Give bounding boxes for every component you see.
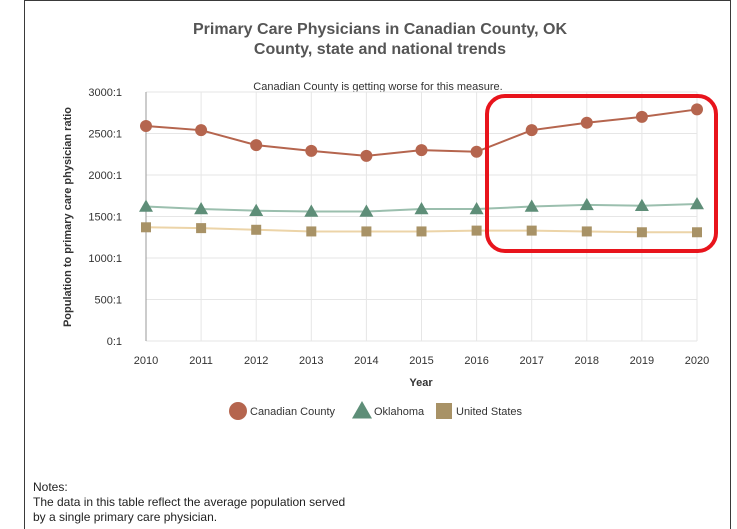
data-point bbox=[251, 224, 262, 235]
y-tick-labels: 0:1 500:1 1000:1 1500:1 2000:1 2500:1 3000:1 bbox=[88, 87, 122, 348]
y-tick-label: 0:1 bbox=[107, 336, 122, 348]
data-point bbox=[249, 203, 264, 216]
x-tick-label: 2017 bbox=[519, 355, 543, 367]
x-tick-label: 2010 bbox=[134, 355, 158, 367]
y-tick-label: 2500:1 bbox=[88, 129, 122, 141]
data-point bbox=[691, 103, 703, 116]
data-point bbox=[140, 120, 152, 133]
data-point bbox=[635, 110, 648, 123]
data-point bbox=[634, 198, 649, 211]
x-axis-label: Year bbox=[409, 377, 433, 389]
legend-marker bbox=[352, 401, 372, 419]
data-point bbox=[250, 139, 263, 152]
x-tick-label: 2013 bbox=[299, 355, 323, 367]
data-point bbox=[305, 144, 318, 157]
data-point bbox=[141, 222, 151, 233]
x-tick-label: 2018 bbox=[575, 355, 599, 367]
data-point bbox=[581, 226, 592, 237]
series-2 bbox=[141, 222, 702, 238]
data-point bbox=[525, 124, 538, 137]
data-point bbox=[524, 199, 539, 212]
y-tick-label: 2000:1 bbox=[88, 170, 122, 182]
legend-marker bbox=[436, 403, 452, 419]
data-point bbox=[195, 124, 208, 137]
x-tick-labels: 2010 2011 2012 2013 2014 2015 2016 2017 2018 2019… bbox=[134, 355, 709, 367]
data-point bbox=[306, 226, 317, 237]
legend-marker bbox=[229, 402, 247, 420]
data-point bbox=[470, 145, 483, 158]
chart-frame bbox=[24, 0, 731, 529]
x-tick-label: 2011 bbox=[189, 355, 213, 367]
x-tick-label: 2012 bbox=[244, 355, 268, 367]
y-tick-label: 3000:1 bbox=[88, 87, 122, 99]
notes-section: Notes: The data in this table reflect th… bbox=[33, 480, 493, 525]
series-0 bbox=[140, 103, 703, 162]
data-point bbox=[415, 144, 428, 157]
legend-label: Canadian County bbox=[250, 406, 336, 418]
y-axis-label: Population to primary care physician rat… bbox=[62, 107, 74, 327]
notes-line-2: by a single primary care physician. bbox=[33, 510, 218, 524]
highlight-box bbox=[485, 94, 718, 253]
series-1 bbox=[139, 197, 704, 217]
x-tick-label: 2015 bbox=[409, 355, 433, 367]
y-tick-label: 1500:1 bbox=[88, 212, 122, 224]
data-point bbox=[690, 197, 704, 210]
data-point bbox=[526, 225, 537, 236]
series-group bbox=[139, 103, 704, 238]
grid-lines bbox=[145, 91, 698, 342]
data-point bbox=[196, 223, 207, 234]
legend-label: Oklahoma bbox=[374, 406, 425, 418]
data-point bbox=[360, 149, 373, 162]
data-point bbox=[471, 225, 482, 236]
x-tick-label: 2016 bbox=[464, 355, 488, 367]
data-point bbox=[361, 226, 372, 237]
data-point bbox=[194, 202, 209, 215]
data-point bbox=[692, 227, 702, 238]
notes-heading: Notes: bbox=[33, 480, 68, 494]
legend: Canadian County Oklahoma United States bbox=[229, 401, 523, 420]
x-tick-label: 2020 bbox=[685, 355, 709, 367]
notes-line-1: The data in this table reflect the avera… bbox=[33, 495, 346, 509]
data-point bbox=[139, 199, 153, 212]
y-tick-label: 500:1 bbox=[94, 295, 122, 307]
data-point bbox=[469, 202, 484, 215]
data-point bbox=[304, 204, 319, 217]
data-point bbox=[579, 197, 594, 211]
chart-subtitle: Canadian County is getting worse for thi… bbox=[253, 81, 502, 93]
data-point bbox=[414, 202, 429, 215]
chart-title-line1: Primary Care Physicians in Canadian Coun… bbox=[193, 21, 567, 38]
legend-label: United States bbox=[456, 406, 523, 418]
x-tick-label: 2019 bbox=[630, 355, 654, 367]
data-point bbox=[416, 226, 427, 237]
data-point bbox=[636, 227, 647, 238]
chart-title-line2: County, state and national trends bbox=[254, 41, 506, 58]
data-point bbox=[359, 204, 374, 217]
x-tick-label: 2014 bbox=[354, 355, 378, 367]
data-point bbox=[580, 116, 593, 129]
y-tick-label: 1000:1 bbox=[88, 253, 122, 265]
